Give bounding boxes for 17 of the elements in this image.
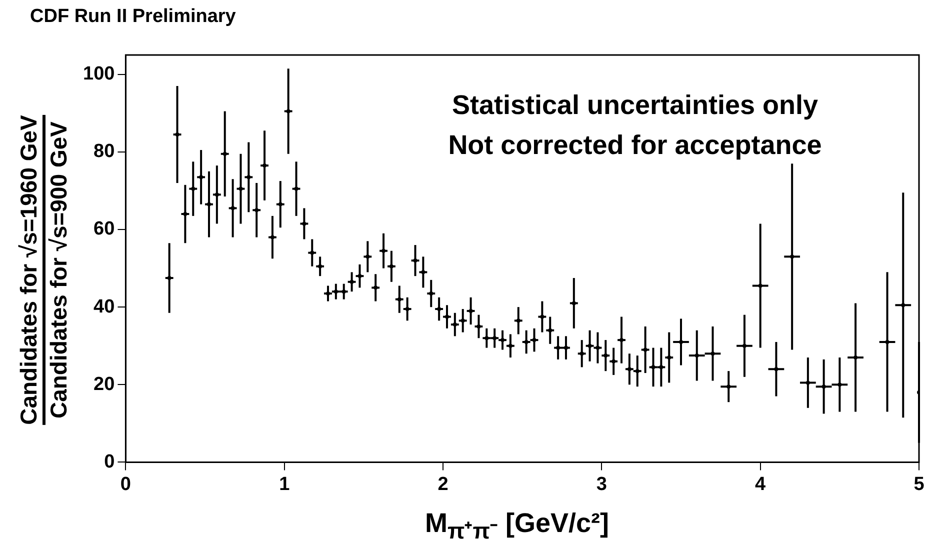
y-tick-label: 0 — [104, 451, 115, 472]
x-tick-label: 3 — [596, 474, 607, 495]
y-tick-label: 100 — [83, 64, 115, 85]
x-tick-label: 2 — [438, 474, 448, 495]
y-tick-label: 20 — [94, 374, 115, 395]
y-tick-label: 80 — [94, 141, 115, 162]
x-axis-title: M$_{π⁺π⁻}$ [GeV/c²] — [425, 508, 609, 546]
y-tick-label: 40 — [94, 296, 115, 318]
x-tick-label: 1 — [279, 474, 290, 495]
y-axis-title: Candidates for √s=1960 GeV Candidates for √s=900 GeV — [16, 115, 72, 425]
x-tick-label: 4 — [755, 474, 766, 495]
chart-title: CDF Run II Preliminary — [30, 6, 236, 28]
y-tick-label: 60 — [94, 218, 115, 240]
x-tick-label: 0 — [120, 474, 131, 495]
annotation: Not corrected for acceptance — [448, 129, 822, 162]
annotation: Statistical uncertainties only — [450, 89, 820, 122]
x-tick-label: 5 — [914, 474, 925, 495]
